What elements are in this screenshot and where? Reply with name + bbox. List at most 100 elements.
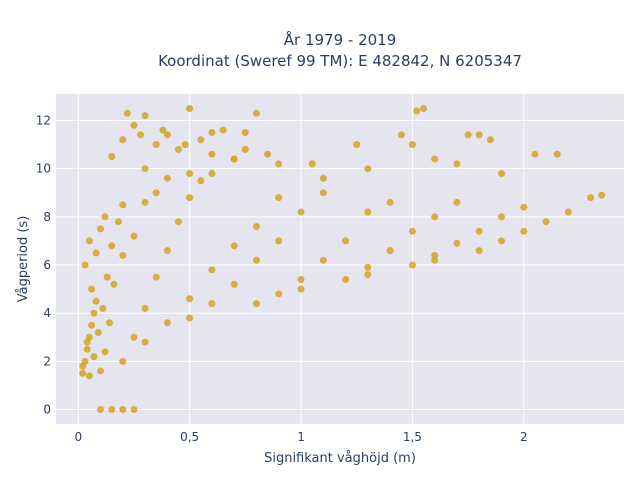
data-point — [208, 170, 216, 177]
data-point — [275, 290, 283, 298]
data-point — [141, 165, 149, 173]
data-point — [175, 218, 182, 226]
data-point — [88, 285, 96, 293]
data-point — [230, 242, 238, 250]
data-point — [564, 208, 572, 216]
data-point — [137, 131, 145, 139]
data-point — [498, 170, 505, 177]
data-point — [90, 309, 98, 317]
data-point — [453, 198, 461, 206]
data-point — [475, 131, 483, 139]
data-point — [431, 256, 439, 264]
chart-title-line1: År 1979 - 2019 — [284, 30, 397, 49]
data-point — [230, 155, 238, 163]
y-axis-label: Vågperiod (s) — [16, 216, 31, 303]
data-point — [531, 150, 539, 158]
data-point — [97, 406, 104, 413]
data-point — [186, 295, 194, 303]
data-point — [119, 136, 127, 144]
x-tick-labels: 0 0,5 1 1,5 2 — [74, 430, 527, 444]
data-point — [319, 189, 327, 197]
data-point — [498, 237, 505, 245]
data-point — [99, 304, 107, 312]
data-point — [453, 160, 461, 168]
data-point — [275, 237, 283, 245]
data-point — [141, 198, 149, 206]
y-tick-label: 8 — [43, 210, 51, 224]
data-point — [103, 273, 111, 281]
data-point — [486, 136, 494, 144]
data-point — [197, 136, 205, 144]
data-point — [253, 223, 260, 230]
data-point — [275, 194, 283, 202]
data-point — [253, 256, 260, 264]
data-point — [119, 406, 127, 413]
data-point — [83, 345, 91, 353]
data-points — [79, 105, 606, 413]
data-point — [475, 247, 483, 255]
data-point — [542, 218, 550, 226]
data-point — [241, 129, 249, 136]
data-point — [163, 247, 171, 255]
data-point — [197, 177, 205, 185]
data-point — [431, 155, 439, 163]
data-point — [275, 160, 283, 168]
data-point — [219, 126, 227, 134]
data-point — [85, 372, 93, 380]
data-point — [408, 227, 416, 235]
data-point — [386, 247, 394, 255]
x-tick-label: 2 — [520, 430, 528, 444]
data-point — [141, 304, 149, 312]
data-point — [342, 276, 350, 283]
y-tick-label: 0 — [43, 403, 51, 417]
data-point — [94, 329, 102, 336]
data-point — [241, 145, 249, 153]
data-point — [208, 129, 216, 136]
data-point — [208, 266, 216, 274]
data-point — [119, 251, 127, 259]
data-point — [364, 271, 372, 279]
data-point — [364, 165, 372, 173]
x-tick-label: 1 — [297, 430, 305, 444]
data-point — [106, 319, 113, 327]
data-point — [152, 189, 160, 197]
data-point — [598, 191, 606, 199]
data-point — [79, 362, 87, 370]
data-point — [130, 121, 138, 129]
data-point — [353, 141, 361, 149]
data-point — [386, 198, 394, 206]
data-point — [181, 141, 189, 149]
data-point — [408, 261, 416, 269]
data-point — [163, 319, 171, 327]
data-point — [431, 251, 439, 259]
data-point — [230, 280, 238, 288]
data-point — [123, 109, 131, 117]
data-point — [163, 131, 171, 139]
data-point — [397, 131, 405, 139]
data-point — [141, 112, 149, 120]
data-point — [119, 201, 127, 209]
y-tick-label: 12 — [36, 113, 51, 127]
data-point — [364, 208, 372, 216]
data-point — [186, 194, 194, 202]
data-point — [130, 406, 138, 413]
chart-title-line2: Koordinat (Sweref 99 TM): E 482842, N 62… — [158, 52, 522, 70]
data-point — [413, 107, 421, 115]
data-point — [81, 261, 89, 269]
data-point — [342, 237, 350, 245]
data-point — [587, 194, 595, 202]
data-point — [431, 213, 439, 221]
data-point — [553, 150, 561, 158]
data-point — [475, 227, 483, 235]
data-point — [101, 348, 109, 356]
data-point — [297, 276, 305, 283]
data-point — [520, 227, 528, 235]
data-point — [520, 203, 528, 211]
data-point — [175, 145, 182, 153]
grid-lines — [56, 94, 624, 424]
x-tick-label: 0,5 — [180, 430, 199, 444]
data-point — [159, 126, 167, 134]
data-point — [130, 333, 138, 341]
data-point — [108, 406, 116, 413]
